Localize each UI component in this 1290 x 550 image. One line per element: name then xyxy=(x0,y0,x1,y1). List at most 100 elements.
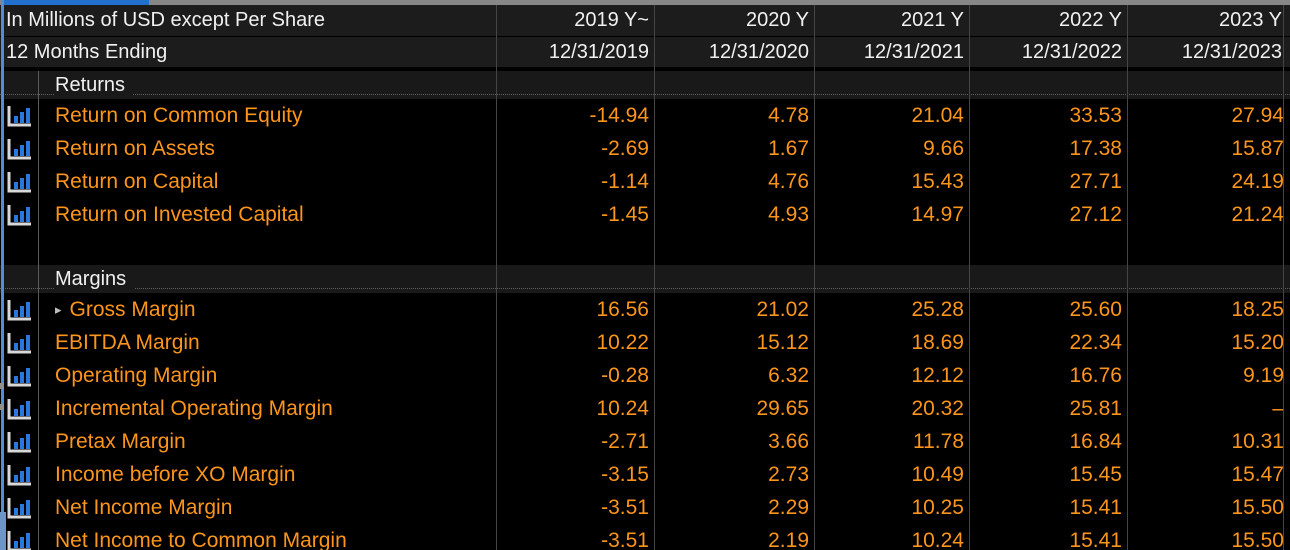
left-scrollbar-track[interactable] xyxy=(1,0,4,550)
section-title: Returns xyxy=(55,71,134,99)
cell-value: 14.97 xyxy=(911,203,964,226)
column-header-year[interactable]: 2022 Y xyxy=(1058,9,1122,31)
row-label[interactable]: Incremental Operating Margin xyxy=(55,397,333,420)
cell-value: 15.45 xyxy=(1069,463,1122,486)
chart-icon-button[interactable] xyxy=(0,392,38,425)
cell-value: 33.53 xyxy=(1069,104,1122,127)
cell-value: 10.31 xyxy=(1231,430,1284,453)
table-row: Operating Margin -0.28 6.32 12.12 16.76 … xyxy=(0,359,1290,392)
cell-value: 9.19 xyxy=(1243,364,1284,387)
cell-value: 21.02 xyxy=(756,298,809,321)
scrollbar-tick xyxy=(0,404,4,410)
row-label[interactable]: Net Income to Common Margin xyxy=(55,529,347,550)
row-label[interactable]: Return on Assets xyxy=(55,137,215,160)
cell-value: 17.38 xyxy=(1069,137,1122,160)
top-edge-bar xyxy=(0,0,1290,5)
table-row: Pretax Margin -2.71 3.66 11.78 16.84 10.… xyxy=(0,425,1290,458)
cell-value: 27.12 xyxy=(1069,203,1122,226)
cell-value: 25.60 xyxy=(1069,298,1122,321)
table-row: EBITDA Margin 10.22 15.12 18.69 22.34 15… xyxy=(0,326,1290,359)
column-header-year[interactable]: 2023 Y xyxy=(1218,9,1282,31)
units-label: In Millions of USD except Per Share xyxy=(6,9,326,31)
table-row: Income before XO Margin -3.15 2.73 10.49… xyxy=(0,458,1290,491)
cell-value: 15.43 xyxy=(911,170,964,193)
chart-icon-button[interactable] xyxy=(0,293,38,326)
row-label[interactable]: ▸ Gross Margin xyxy=(38,293,497,326)
row-label[interactable]: Operating Margin xyxy=(55,364,218,387)
cell-value: 9.66 xyxy=(923,137,964,160)
column-header-year[interactable]: 2019 Y~ xyxy=(574,9,649,31)
chart-icon-button[interactable] xyxy=(0,165,38,198)
chart-icon-button[interactable] xyxy=(0,359,38,392)
cell-value: 15.50 xyxy=(1231,496,1284,519)
row-label[interactable]: Income before XO Margin xyxy=(55,463,296,486)
expand-arrow-icon[interactable]: ▸ xyxy=(55,302,62,317)
bar-chart-icon xyxy=(7,497,31,518)
cell-value: 15.20 xyxy=(1231,331,1284,354)
bar-chart-icon xyxy=(7,204,31,225)
table-row: Net Income to Common Margin -3.51 2.19 1… xyxy=(0,524,1290,550)
column-header-year[interactable]: 2021 Y xyxy=(900,9,964,31)
row-label[interactable]: Return on Common Equity xyxy=(55,104,303,127)
cell-value: -3.51 xyxy=(601,496,649,519)
cell-value: 27.71 xyxy=(1069,170,1122,193)
cell-value: 10.25 xyxy=(911,496,964,519)
cell-value: -1.14 xyxy=(601,170,649,193)
chart-icon-button[interactable] xyxy=(0,198,38,231)
bar-chart-icon xyxy=(7,105,31,126)
cell-value: 2.73 xyxy=(768,463,809,486)
table-row: Return on Capital -1.14 4.76 15.43 27.71… xyxy=(0,165,1290,198)
cell-value: 10.24 xyxy=(596,397,649,420)
top-accent-bar xyxy=(4,0,149,5)
chart-icon-button[interactable] xyxy=(0,326,38,359)
scrollbar-tick xyxy=(0,383,4,389)
bar-chart-icon xyxy=(7,171,31,192)
section-gap xyxy=(0,231,1290,265)
cell-value: 15.41 xyxy=(1069,496,1122,519)
chart-icon-button[interactable] xyxy=(0,99,38,132)
column-header-date: 12/31/2023 xyxy=(1181,41,1282,63)
cell-value: -1.45 xyxy=(601,203,649,226)
section-title: Margins xyxy=(55,265,135,293)
column-header-date: 12/31/2021 xyxy=(863,41,964,63)
row-label[interactable]: EBITDA Margin xyxy=(55,331,200,354)
chart-icon-button[interactable] xyxy=(0,132,38,165)
cell-value: 12.12 xyxy=(911,364,964,387)
left-scrollbar-thumb[interactable] xyxy=(0,512,6,550)
cell-value: 4.76 xyxy=(768,170,809,193)
table-row: Net Income Margin -3.51 2.29 10.25 15.41… xyxy=(0,491,1290,524)
chart-icon-button[interactable] xyxy=(0,458,38,491)
cell-value: 10.49 xyxy=(911,463,964,486)
row-label[interactable]: Return on Invested Capital xyxy=(55,203,304,226)
column-header-year[interactable]: 2020 Y xyxy=(745,9,809,31)
cell-value: -3.51 xyxy=(601,529,649,550)
table-row: ▸ Gross Margin 16.56 21.02 25.28 25.60 18… xyxy=(0,293,1290,326)
section-header-margins: Margins xyxy=(0,265,1290,293)
cell-value: 21.24 xyxy=(1231,203,1284,226)
section-dotted-rule xyxy=(0,94,1290,95)
cell-value: -0.28 xyxy=(601,364,649,387)
cell-value: -14.94 xyxy=(589,104,649,127)
cell-value: 2.19 xyxy=(768,529,809,550)
cell-value: 15.47 xyxy=(1231,463,1284,486)
row-label[interactable]: Net Income Margin xyxy=(55,496,233,519)
row-label[interactable]: Return on Capital xyxy=(55,170,219,193)
chart-icon-button[interactable] xyxy=(0,491,38,524)
chart-icon-button[interactable] xyxy=(0,425,38,458)
cell-value: 21.04 xyxy=(911,104,964,127)
column-header-date: 12/31/2020 xyxy=(708,41,809,63)
cell-value: 22.34 xyxy=(1069,331,1122,354)
cell-value: -2.71 xyxy=(601,430,649,453)
row-label[interactable]: Pretax Margin xyxy=(55,430,186,453)
cell-value: 3.66 xyxy=(768,430,809,453)
cell-value: 29.65 xyxy=(756,397,809,420)
cell-value: 27.94 xyxy=(1231,104,1284,127)
table-header-row-dates: 12 Months Ending 12/31/2019 12/31/2020 1… xyxy=(0,37,1290,67)
bar-chart-icon xyxy=(7,464,31,485)
cell-value: 6.32 xyxy=(768,364,809,387)
cell-value: 25.81 xyxy=(1069,397,1122,420)
cell-value: 4.93 xyxy=(768,203,809,226)
cell-value: 16.76 xyxy=(1069,364,1122,387)
bar-chart-icon xyxy=(7,431,31,452)
table-row: Return on Assets -2.69 1.67 9.66 17.38 1… xyxy=(0,132,1290,165)
